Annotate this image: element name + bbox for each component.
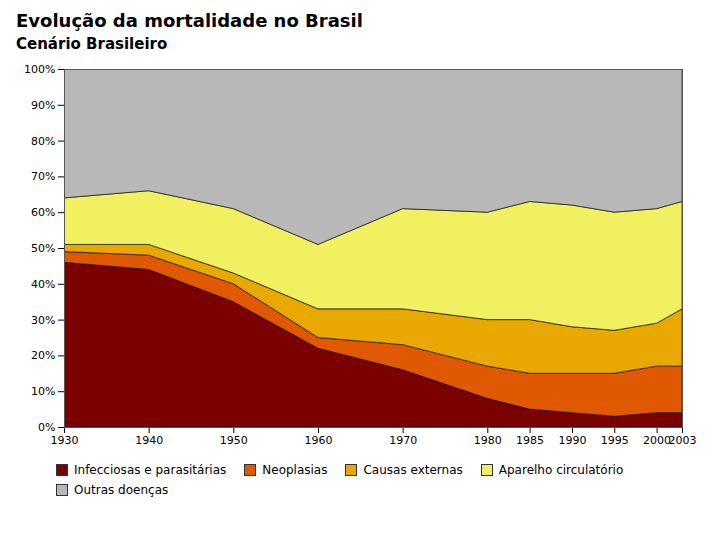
html-text:Neoplasias: Neoplasias	[262, 463, 328, 478]
svg-text:2003: 2003	[669, 435, 697, 448]
svg-text:50%: 50%	[31, 242, 55, 255]
svg-text:1930: 1930	[51, 435, 79, 448]
svg-text:20%: 20%	[31, 350, 55, 363]
svg-text:10%: 10%	[31, 385, 55, 398]
html-text:Causas externas: Causas externas	[363, 463, 463, 478]
svg-text:1985: 1985	[516, 435, 544, 448]
svg-text:1940: 1940	[135, 435, 163, 448]
svg-text:60%: 60%	[31, 206, 55, 219]
svg-text:100%: 100%	[24, 63, 55, 76]
svg-text:1970: 1970	[389, 435, 417, 448]
svg-text:0%: 0%	[38, 421, 55, 434]
svg-text:1980: 1980	[474, 435, 502, 448]
svg-text:90%: 90%	[31, 99, 55, 112]
svg-text:1990: 1990	[558, 435, 586, 448]
html-text:Cenário Brasileiro: Cenário Brasileiro	[16, 34, 168, 53]
svg-text:40%: 40%	[31, 278, 55, 291]
html-text:Infecciosas e parasitárias: Infecciosas e parasitárias	[74, 463, 227, 478]
svg-text:1950: 1950	[220, 435, 248, 448]
html-text:Evolução da mortalidade no Bra: Evolução da mortalidade no Brasil	[16, 10, 363, 31]
svg-text:30%: 30%	[31, 314, 55, 327]
svg-text:1995: 1995	[601, 435, 629, 448]
svg-text:1960: 1960	[304, 435, 332, 448]
html-text:Outras doenças: Outras doenças	[74, 483, 169, 498]
svg-text:2000: 2000	[643, 435, 671, 448]
svg-text:70%: 70%	[31, 171, 55, 184]
html-text:Aparelho circulatório: Aparelho circulatório	[498, 463, 624, 478]
svg-text:80%: 80%	[31, 135, 55, 148]
